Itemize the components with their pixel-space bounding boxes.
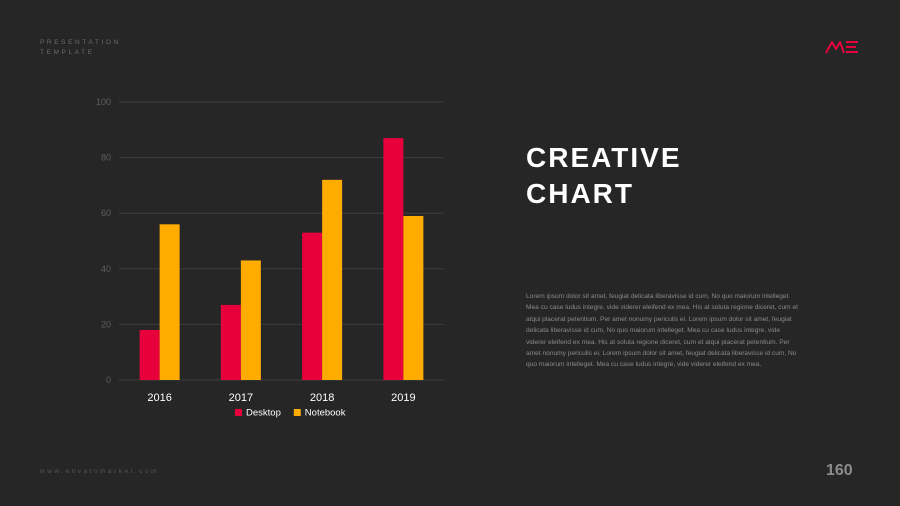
title-line-1: CREATIVE xyxy=(526,142,682,173)
bar-notebook-2017 xyxy=(240,260,261,380)
legend-swatch-notebook xyxy=(293,409,301,416)
me-logo-icon xyxy=(825,41,858,54)
legend-label-notebook: Notebook xyxy=(305,408,346,419)
x-tick-label: 2017 xyxy=(229,392,253,404)
header-line-2: TEMPLATE xyxy=(40,49,95,56)
bar-notebook-2019 xyxy=(403,215,424,380)
presentation-template-label: PRESENTATION TEMPLATE xyxy=(40,38,121,58)
bar-notebook-2016 xyxy=(159,224,180,380)
description-paragraph: Lorem ipsum dolor sit amet, feugiat deli… xyxy=(526,293,798,369)
bar-desktop-2018 xyxy=(302,232,323,380)
y-tick-label: 20 xyxy=(101,319,111,329)
y-tick-label: 80 xyxy=(101,153,111,163)
bar-notebook-2018 xyxy=(322,179,343,380)
y-tick-label: 60 xyxy=(101,208,111,218)
legend-label-desktop: Desktop xyxy=(246,408,281,419)
x-tick-label: 2016 xyxy=(147,392,171,404)
bar-desktop-2019 xyxy=(383,138,404,380)
x-tick-label: 2018 xyxy=(310,392,334,404)
page-number: 160 xyxy=(826,462,853,479)
y-tick-label: 100 xyxy=(96,97,111,107)
y-tick-label: 0 xyxy=(106,375,111,385)
x-tick-label: 2019 xyxy=(391,392,415,404)
title-line-2: CHART xyxy=(526,178,634,209)
bar-desktop-2016 xyxy=(139,329,160,380)
footer-url: www.envatomarket.com xyxy=(40,468,159,475)
page-title: CREATIVE CHART xyxy=(526,140,682,212)
header-line-1: PRESENTATION xyxy=(40,39,121,46)
y-tick-label: 40 xyxy=(101,264,111,274)
legend-swatch-desktop xyxy=(235,409,242,416)
bar-desktop-2017 xyxy=(220,304,241,380)
